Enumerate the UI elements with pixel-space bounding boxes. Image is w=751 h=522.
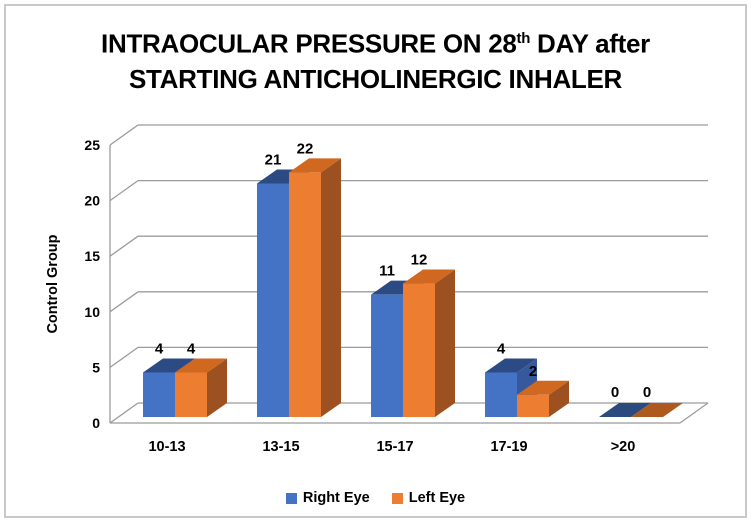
y-tick-0: 0 bbox=[92, 415, 100, 431]
legend-item-left-eye: Left Eye bbox=[391, 490, 466, 506]
data-label-left-eye->20: 0 bbox=[643, 384, 651, 401]
bar-top-left-eye-10-13 bbox=[175, 358, 227, 373]
bar-side-left-eye-15-17 bbox=[435, 269, 455, 417]
bar-side-left-eye-13-15 bbox=[321, 158, 341, 418]
data-label-left-eye-15-17: 12 bbox=[411, 252, 428, 269]
data-label-right-eye-13-15: 21 bbox=[265, 151, 282, 168]
x-axis-label-17-19: 17-19 bbox=[490, 439, 527, 455]
y-tick-10: 10 bbox=[84, 304, 100, 320]
bar-right-eye-17-19 bbox=[485, 372, 517, 417]
bar-zero-left-eye->20 bbox=[631, 403, 683, 417]
x-axis-label-13-15: 13-15 bbox=[262, 439, 299, 455]
chart-title-line1: INTRAOCULAR PRESSURE ON 28th DAY after bbox=[101, 28, 650, 59]
y-tick-5: 5 bbox=[92, 359, 100, 375]
bar-top-left-eye-13-15 bbox=[289, 158, 341, 173]
x-axis-label->20: >20 bbox=[611, 439, 636, 455]
bar-top-right-eye-17-19 bbox=[485, 358, 537, 373]
legend-swatch-left-eye-icon bbox=[391, 492, 403, 504]
bar-left-eye-10-13 bbox=[175, 372, 207, 417]
y-axis-title: Control Group bbox=[45, 234, 61, 333]
data-label-left-eye-13-15: 22 bbox=[297, 140, 314, 157]
bar-top-left-eye-17-19 bbox=[517, 380, 569, 395]
gridline-diagonal-25 bbox=[109, 124, 139, 146]
data-label-left-eye-10-13: 4 bbox=[187, 341, 196, 358]
data-label-right-eye-15-17: 11 bbox=[379, 263, 395, 280]
y-tick-15: 15 bbox=[84, 248, 100, 264]
gridline-diagonal-5 bbox=[109, 346, 139, 368]
floor-right-edge bbox=[679, 402, 709, 424]
bar-top-right-eye-10-13 bbox=[143, 358, 195, 373]
chart-title: INTRAOCULAR PRESSURE ON 28th DAY after S… bbox=[0, 21, 751, 97]
bar-right-eye-13-15 bbox=[257, 183, 289, 417]
bar-right-eye-10-13 bbox=[143, 372, 175, 417]
bar-right-eye-15-17 bbox=[371, 294, 403, 417]
data-label-right-eye->20: 0 bbox=[611, 384, 619, 401]
bar-left-eye-17-19 bbox=[517, 394, 549, 417]
bar-left-eye-13-15 bbox=[289, 172, 321, 417]
x-axis-label-10-13: 10-13 bbox=[148, 439, 185, 455]
bar-side-left-eye-10-13 bbox=[207, 358, 227, 417]
legend-swatch-right-eye-icon bbox=[285, 492, 297, 504]
chart-title-line2: STARTING ANTICHOLINERGIC INHALER bbox=[128, 63, 623, 94]
legend-item-right-eye: Right Eye bbox=[285, 490, 370, 506]
chart-outer-border bbox=[4, 4, 747, 518]
legend-label-right-eye: Right Eye bbox=[302, 490, 370, 506]
x-axis-label-15-17: 15-17 bbox=[376, 439, 413, 455]
legend-label-left-eye: Left Eye bbox=[408, 490, 466, 506]
data-label-left-eye-17-19: 2 bbox=[529, 363, 537, 380]
y-tick-25: 25 bbox=[84, 137, 100, 153]
chart-legend: Right Eye Left Eye bbox=[0, 490, 751, 506]
gridline-diagonal-15 bbox=[109, 235, 139, 257]
y-tick-20: 20 bbox=[84, 193, 100, 209]
bar-left-eye-15-17 bbox=[403, 283, 435, 417]
bar-side-left-eye-17-19 bbox=[549, 380, 569, 417]
bar-top-left-eye-15-17 bbox=[403, 269, 455, 284]
data-label-right-eye-10-13: 4 bbox=[155, 341, 164, 358]
gridline-diagonal-0 bbox=[109, 402, 139, 424]
gridline-diagonal-20 bbox=[109, 180, 139, 202]
title-superscript: th bbox=[516, 30, 531, 47]
data-label-right-eye-17-19: 4 bbox=[497, 341, 506, 358]
bar-zero-right-eye->20 bbox=[599, 403, 651, 417]
gridline-diagonal-10 bbox=[109, 291, 139, 313]
